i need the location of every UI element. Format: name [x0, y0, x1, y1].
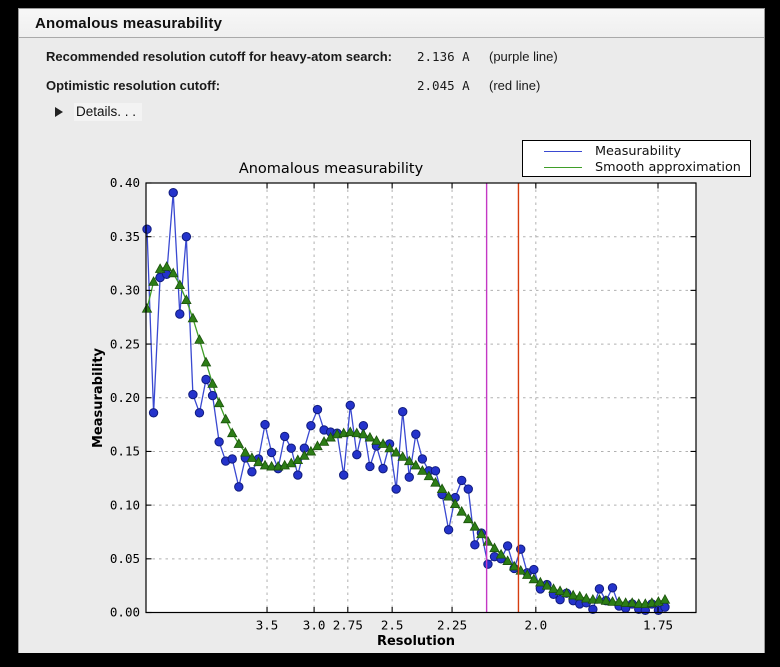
chart-legend: Measurability Smooth approximation [522, 140, 751, 177]
legend-label-measurability: Measurability [595, 143, 682, 159]
y-tick-label: 0.20 [110, 390, 140, 405]
y-tick-label: 0.05 [110, 551, 140, 566]
panel-title: Anomalous measurability [35, 15, 223, 32]
x-tick-label: 2.75 [333, 618, 363, 633]
optimistic-cutoff-value: 2.045 A [417, 78, 470, 93]
x-tick-label: 2.25 [437, 618, 467, 633]
x-tick-label: 3.0 [303, 618, 326, 633]
y-tick-label: 0.30 [110, 283, 140, 298]
measurability-line-swatch [544, 150, 582, 152]
optimistic-cutoff-label: Optimistic resolution cutoff: [46, 78, 221, 93]
legend-label-smooth: Smooth approximation [595, 159, 741, 175]
axis-ticks [146, 182, 696, 614]
x-tick-label: 2.5 [381, 618, 404, 633]
recommended-cutoff-label: Recommended resolution cutoff for heavy-… [46, 49, 393, 64]
details-disclosure[interactable]: Details. . . [55, 102, 143, 122]
disclosure-triangle-icon[interactable] [55, 107, 63, 117]
gridlines [146, 183, 696, 613]
x-tick-label: 3.5 [256, 618, 279, 633]
legend-entry-measurability: Measurability [523, 143, 750, 159]
y-tick-label: 0.15 [110, 444, 140, 459]
x-tick-label: 2.0 [525, 618, 548, 633]
plot-area: 0.00 0.05 0.10 0.15 0.20 0.25 0.30 0.35 0.40 3.5 3… [110, 175, 697, 633]
y-tick-label: 0.35 [110, 229, 140, 244]
legend-entry-smooth: Smooth approximation [523, 159, 750, 175]
series-markers-1 [141, 261, 671, 608]
y-tick-label: 0.00 [110, 605, 140, 620]
panel-header: Anomalous measurability [19, 9, 764, 38]
x-tick-label: 1.75 [643, 618, 673, 633]
chart-figure: Anomalous measurability Measurability Re… [86, 139, 766, 653]
smooth-line-swatch [544, 166, 582, 168]
result-panel: Anomalous measurability Recommended reso… [18, 8, 765, 653]
details-label[interactable]: Details. . . [74, 103, 143, 121]
y-tick-label: 0.25 [110, 336, 140, 351]
y-tick-label: 0.40 [110, 175, 140, 190]
y-axis-label: Measurability [91, 347, 106, 448]
recommended-cutoff-note: (purple line) [489, 49, 558, 64]
x-axis-label: Resolution [377, 634, 455, 649]
recommended-cutoff-value: 2.136 A [417, 49, 470, 64]
y-tick-label: 0.10 [110, 497, 140, 512]
anomalous-measurability-chart: Anomalous measurability Measurability Re… [91, 161, 697, 649]
chart-title: Anomalous measurability [239, 161, 424, 177]
optimistic-cutoff-note: (red line) [489, 78, 541, 93]
